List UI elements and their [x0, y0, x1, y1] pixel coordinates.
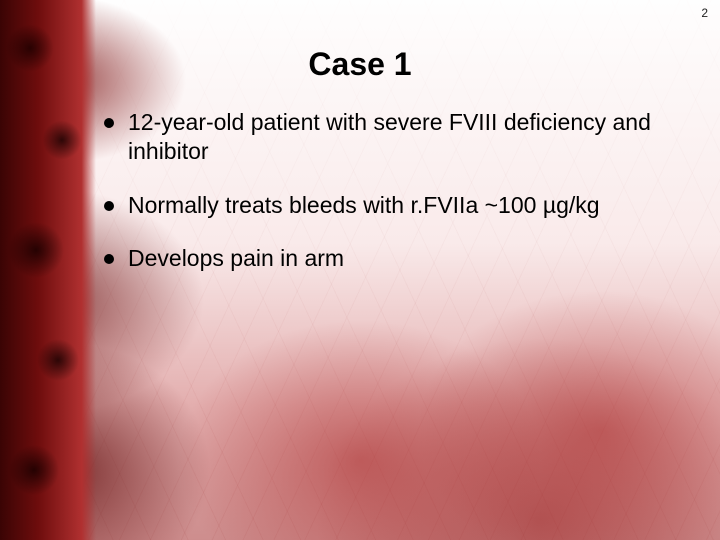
slide-title: Case 1: [0, 46, 720, 83]
bullet-text: 12-year-old patient with severe FVIII de…: [128, 108, 690, 167]
bullet-icon: [104, 118, 114, 128]
list-item: Normally treats bleeds with r.FVIIa ~100…: [104, 191, 690, 220]
page-number: 2: [701, 6, 708, 20]
bullet-icon: [104, 254, 114, 264]
bullet-text: Develops pain in arm: [128, 244, 690, 273]
list-item: Develops pain in arm: [104, 244, 690, 273]
bullet-list: 12-year-old patient with severe FVIII de…: [104, 108, 690, 298]
bullet-icon: [104, 201, 114, 211]
list-item: 12-year-old patient with severe FVIII de…: [104, 108, 690, 167]
slide: 2 Case 1 12-year-old patient with severe…: [0, 0, 720, 540]
bullet-text: Normally treats bleeds with r.FVIIa ~100…: [128, 191, 690, 220]
